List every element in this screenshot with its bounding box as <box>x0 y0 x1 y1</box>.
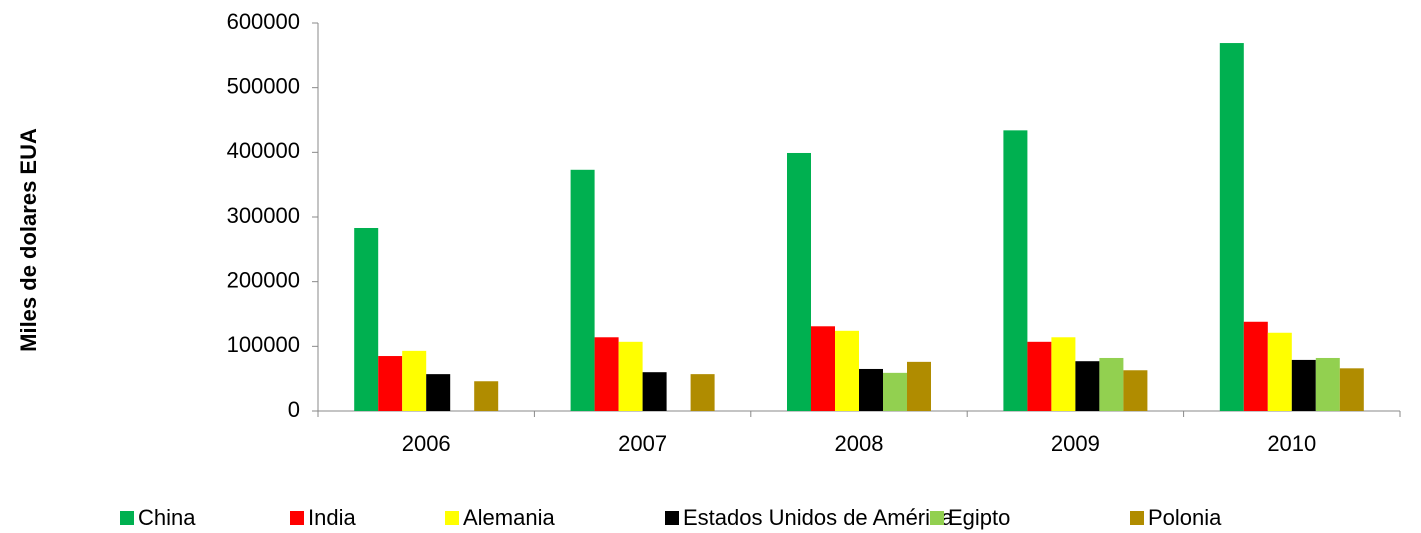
bar <box>1099 357 1124 411</box>
legend-label: Alemania <box>463 505 555 530</box>
bar <box>859 368 883 411</box>
bar <box>1051 337 1076 411</box>
bar <box>618 341 643 411</box>
y-tick-label: 0 <box>288 397 300 422</box>
bar <box>594 337 619 411</box>
bar <box>1243 321 1268 411</box>
legend-label: China <box>138 505 196 530</box>
bar <box>690 374 715 411</box>
bar <box>1267 332 1292 411</box>
bar <box>426 374 451 411</box>
legend-swatch <box>1130 511 1144 525</box>
bar <box>1219 43 1244 412</box>
legend-label: Estados Unidos de América <box>683 505 954 530</box>
y-tick-label: 400000 <box>227 138 300 163</box>
legend-label: India <box>308 505 356 530</box>
y-tick-label: 100000 <box>227 332 300 357</box>
bar <box>354 227 379 411</box>
bar <box>787 152 811 412</box>
y-tick-label: 300000 <box>227 203 300 228</box>
bar <box>402 350 427 411</box>
y-axis-label: Miles de dolares EUA <box>16 128 41 352</box>
bar <box>1123 370 1148 411</box>
bar <box>642 372 667 411</box>
bar <box>474 381 499 411</box>
bar <box>907 361 931 411</box>
legend-swatch <box>290 511 304 525</box>
legend-label: Egipto <box>948 505 1010 530</box>
x-tick-label: 2008 <box>835 431 884 456</box>
x-tick-label: 2007 <box>618 431 667 456</box>
legend-swatch <box>665 511 679 525</box>
bar <box>1291 359 1316 411</box>
bar <box>883 372 907 411</box>
bar <box>835 330 859 411</box>
legend-swatch <box>930 511 944 525</box>
bar <box>1315 357 1340 411</box>
y-tick-label: 500000 <box>227 73 300 98</box>
legend-label: Polonia <box>1148 505 1222 530</box>
bar <box>570 169 595 411</box>
x-tick-label: 2010 <box>1267 431 1316 456</box>
y-tick-label: 200000 <box>227 267 300 292</box>
bar <box>1003 130 1028 411</box>
bar <box>1027 341 1052 411</box>
legend-swatch <box>120 511 134 525</box>
bar <box>378 356 403 411</box>
bar <box>811 326 835 411</box>
x-tick-label: 2009 <box>1051 431 1100 456</box>
y-tick-label: 600000 <box>227 9 300 34</box>
x-tick-label: 2006 <box>402 431 451 456</box>
bar <box>1339 368 1364 411</box>
legend-swatch <box>445 511 459 525</box>
bar <box>1075 361 1100 411</box>
